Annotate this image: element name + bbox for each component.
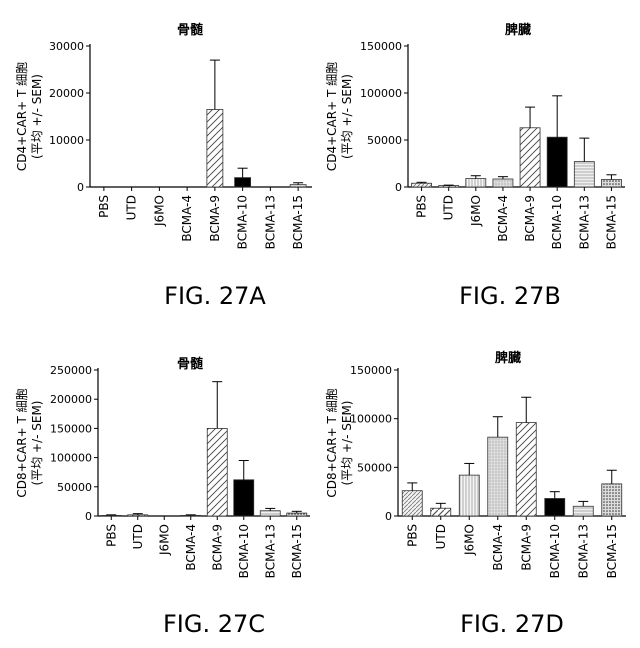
figure-caption: FIG. 27A <box>164 282 266 310</box>
category-label: BCMA-13 <box>263 195 277 249</box>
y-tick-label: 50000 <box>367 134 402 147</box>
y-axis-label: CD8+CAR+ T 細胞 <box>325 388 339 497</box>
category-label: J6MO <box>157 524 171 556</box>
category-label: BCMA-13 <box>576 524 590 578</box>
category-label: BCMA-13 <box>577 195 591 249</box>
chart-title: 脾臓 <box>495 350 521 366</box>
bar <box>207 109 223 187</box>
chart-panel-3: 骨髄 CD8+CAR+ T 細胞(平均 +/- SEM) 0 50000 100000 1… <box>15 356 310 638</box>
bar <box>234 480 254 516</box>
y-tick-label: 0 <box>85 510 92 523</box>
category-label: BCMA-4 <box>184 524 198 571</box>
category-label: BCMA-10 <box>237 524 251 578</box>
y-tick-label: 250000 <box>50 364 92 377</box>
figure-caption: FIG. 27B <box>459 282 561 310</box>
bar <box>493 179 513 187</box>
category-label: BCMA-4 <box>491 524 505 571</box>
category-label: BCMA-15 <box>290 524 304 578</box>
category-label: BCMA-15 <box>604 195 618 249</box>
y-axis-label: (平均 +/- SEM) <box>30 401 44 486</box>
bar <box>466 179 486 187</box>
figure-caption: FIG. 27D <box>460 610 564 638</box>
category-label: BCMA-15 <box>291 195 305 249</box>
bar <box>235 178 251 187</box>
bar <box>573 506 593 516</box>
bar <box>101 515 121 516</box>
y-tick-label: 0 <box>395 181 402 194</box>
category-label: BCMA-4 <box>496 195 510 242</box>
chart-title: 骨髄 <box>177 356 203 372</box>
bar <box>601 179 621 187</box>
figure-caption: FIG. 27C <box>163 610 265 638</box>
bar <box>128 515 148 516</box>
category-label: J6MO <box>462 524 476 556</box>
chart-panel-4: 脾臓CD8+CAR+ T 細胞(平均 +/- SEM)0500001000001… <box>325 350 626 638</box>
y-tick-label: 20000 <box>49 87 84 100</box>
bar <box>574 162 594 187</box>
category-label: BCMA-10 <box>548 524 562 578</box>
category-label: UTD <box>434 524 448 549</box>
category-label: UTD <box>131 524 145 549</box>
chart-panel-1: 骨髄 CD4+CAR+ T 細胞(平均 +/- SEM) 0 10000 20000 30… <box>15 22 312 310</box>
category-label: UTD <box>125 195 139 220</box>
y-tick-label: 150000 <box>360 40 402 53</box>
chart-panel-2: 脾臓 CD4+CAR+ T 細胞(平均 +/- SEM) 0 50000 100000 1… <box>325 22 625 310</box>
bar <box>290 185 306 187</box>
y-tick-label: 0 <box>77 181 84 194</box>
bar <box>412 183 432 187</box>
category-label: PBS <box>405 524 419 547</box>
y-axis-label: CD8+CAR+ T 細胞 <box>15 388 29 497</box>
bar <box>488 437 508 516</box>
y-tick-label: 0 <box>385 510 392 523</box>
y-tick-label: 30000 <box>49 40 84 53</box>
y-tick-label: 100000 <box>360 87 402 100</box>
category-label: J6MO <box>469 195 483 227</box>
bar <box>547 137 567 187</box>
bar <box>207 428 227 516</box>
y-tick-label: 150000 <box>350 364 392 377</box>
y-tick-label: 150000 <box>50 422 92 435</box>
y-tick-label: 100000 <box>350 413 392 426</box>
category-label: BCMA-13 <box>263 524 277 578</box>
bar <box>459 475 479 516</box>
category-label: BCMA-9 <box>210 524 224 571</box>
chart-title: 骨髄 <box>177 22 203 38</box>
category-label: PBS <box>415 195 429 218</box>
bar <box>181 515 201 516</box>
bar <box>402 491 422 516</box>
chart-title: 脾臓 <box>505 22 531 38</box>
category-label: BCMA-4 <box>180 195 194 242</box>
category-label: BCMA-10 <box>236 195 250 249</box>
category-label: BCMA-10 <box>550 195 564 249</box>
bar <box>520 128 540 187</box>
bar <box>602 484 622 516</box>
category-label: PBS <box>97 195 111 218</box>
category-label: BCMA-9 <box>208 195 222 242</box>
bar <box>516 423 536 516</box>
category-label: UTD <box>442 195 456 220</box>
y-axis-label: CD4+CAR+ T 細胞 <box>325 62 339 171</box>
y-axis-label: (平均 +/- SEM) <box>340 74 354 159</box>
y-axis-label: (平均 +/- SEM) <box>30 74 44 159</box>
category-label: PBS <box>104 524 118 547</box>
bar <box>439 186 459 187</box>
category-label: BCMA-9 <box>519 524 533 571</box>
bar <box>431 508 451 516</box>
y-tick-label: 100000 <box>50 452 92 465</box>
bar <box>260 511 280 516</box>
bar <box>287 513 307 516</box>
y-tick-label: 200000 <box>50 393 92 406</box>
y-tick-label: 50000 <box>357 461 392 474</box>
bar <box>545 498 565 516</box>
category-label: BCMA-9 <box>523 195 537 242</box>
y-axis-label: CD4+CAR+ T 細胞 <box>15 62 29 171</box>
y-tick-label: 50000 <box>57 481 92 494</box>
category-label: J6MO <box>152 195 166 227</box>
category-label: BCMA-15 <box>605 524 619 578</box>
y-tick-label: 10000 <box>49 134 84 147</box>
